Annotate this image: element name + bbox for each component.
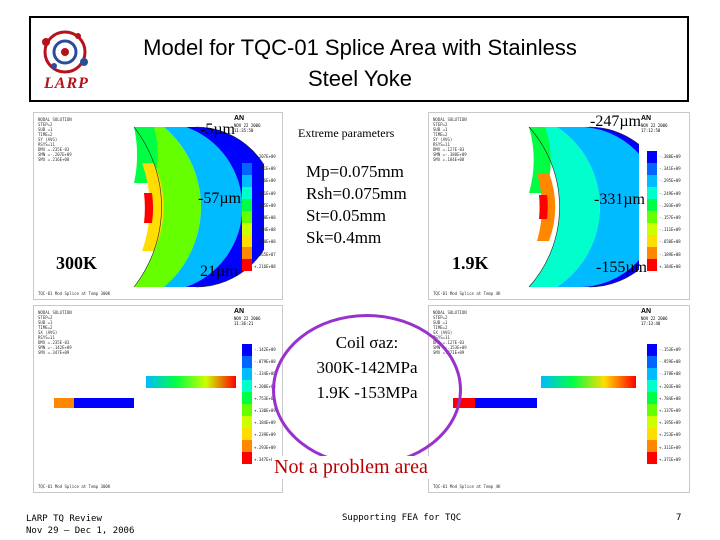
fea-panel-top-left: NODAL SOLUTION STEP=2 SUB =1 TIME=2 SY (… — [33, 112, 283, 300]
panel-footer-text: TQC-01 Mod Splice at Temp 4K — [433, 484, 501, 489]
coil-line-3: 1.9K -153MPa — [316, 383, 418, 402]
logo-text: LARP — [44, 75, 89, 92]
label-temp-19k: 1.9K — [452, 253, 489, 273]
ansys-mark: AN — [234, 115, 245, 122]
coil-stress-text: Coil σaz: 300K-142MPa 1.9K -153MPa — [282, 330, 452, 405]
splice-bar-left — [453, 398, 475, 408]
coil-line-1: Coil σaz: — [335, 333, 399, 352]
contour-legend — [242, 151, 252, 271]
footer-dates: Nov 29 – Dec 1, 2006 — [26, 526, 135, 536]
contour-legend — [242, 344, 252, 464]
label-temp-300k: 300K — [56, 253, 98, 273]
label-tl-mid: -57µm — [198, 190, 241, 207]
splice-bar-lower — [475, 398, 537, 408]
legend-values: -.388E+09 -.341E+09 -.295E+09 -.249E+09 -.20… — [659, 154, 681, 269]
larp-logo-icon — [42, 30, 88, 74]
param-sk: Sk=0.4mm — [306, 228, 382, 247]
label-tl-bottom: 21µm — [200, 263, 238, 280]
extreme-heading: Extreme parameters — [298, 126, 395, 140]
panel-date: NOV 22 2006 17:12:58 — [641, 123, 668, 133]
title-line-1: Model for TQC-01 Splice Area with Stainl… — [143, 35, 577, 60]
fea-panel-bottom-right: NODAL SOLUTION STEP=2 SUB =1 TIME=2 SX (… — [428, 305, 690, 493]
panel-header-text: NODAL SOLUTION STEP=2 SUB =1 TIME=2 SY (… — [433, 117, 467, 162]
param-mp: Mp=0.075mm — [306, 162, 404, 181]
panel-date: NOV 22 2006 11:35:58 — [234, 123, 261, 133]
panel-header-text: NODAL SOLUTION STEP=2 SUB =1 TIME=2 SY (… — [38, 117, 72, 162]
label-tr-bottom: -155µm — [596, 259, 647, 276]
contour-legend — [647, 151, 657, 271]
param-st: St=0.05mm — [306, 206, 386, 225]
ansys-mark: AN — [641, 115, 652, 122]
footer-left: LARP TQ Review Nov 29 – Dec 1, 2006 — [26, 513, 134, 537]
panel-date: NOV 22 2006 11:36:21 — [234, 316, 261, 326]
legend-values: -.153E+09 -.959E+08 -.378E+08 +.203E+08 +.78… — [659, 347, 681, 462]
extreme-params: Mp=0.075mm Rsh=0.075mm St=0.05mm Sk=0.4m… — [306, 161, 407, 249]
fea-panel-top-right: NODAL SOLUTION STEP=2 SUB =1 TIME=2 SY (… — [428, 112, 690, 300]
panel-footer-text: TQC-01 Mod Splice at Temp 300K — [38, 291, 111, 296]
splice-bar-upper — [541, 376, 636, 388]
splice-bar-upper — [146, 376, 236, 388]
title-line-2: Steel Yoke — [308, 66, 412, 91]
panel-date: NOV 22 2006 17:13:48 — [641, 316, 668, 326]
param-rsh: Rsh=0.075mm — [306, 184, 407, 203]
page-number: 7 — [676, 513, 682, 523]
fea-panel-bottom-left: NODAL SOLUTION STEP=2 SUB =1 TIME=2 SX (… — [33, 305, 283, 493]
splice-bar-left — [54, 398, 74, 408]
title-box — [29, 16, 689, 102]
contour-legend — [647, 344, 657, 464]
panel-header-text: NODAL SOLUTION STEP=2 SUB =1 TIME=2 SX (… — [38, 310, 72, 355]
note-text: Not a problem area — [272, 456, 430, 479]
splice-bar-lower — [74, 398, 134, 408]
label-tr-mid: -331µm — [594, 191, 645, 208]
panel-header-text: NODAL SOLUTION STEP=2 SUB =1 TIME=2 SX (… — [433, 310, 467, 355]
ansys-mark: AN — [234, 308, 245, 315]
label-tl-top: -5µm — [200, 121, 235, 138]
ansys-mark: AN — [641, 308, 652, 315]
page-title: Model for TQC-01 Splice Area with Stainl… — [90, 32, 630, 94]
footer-center: Supporting FEA for TQC — [342, 513, 462, 523]
label-tr-top: -247µm — [590, 113, 641, 130]
panel-footer-text: TQC-01 Mod Splice at Temp 4K — [433, 291, 501, 296]
legend-values: -.207E+09 -.181E+09 -.156E+09 -.131E+09 -.10… — [254, 154, 276, 269]
coil-line-2: 300K-142MPa — [316, 358, 418, 377]
legend-values: -.142E+09 -.879E+08 -.334E+08 +.208E+08 +.75… — [254, 347, 276, 462]
panel-footer-text: TQC-01 Mod Splice at Temp 300K — [38, 484, 111, 489]
footer-event: LARP TQ Review — [26, 514, 102, 524]
fea-contour-plot — [528, 126, 639, 288]
